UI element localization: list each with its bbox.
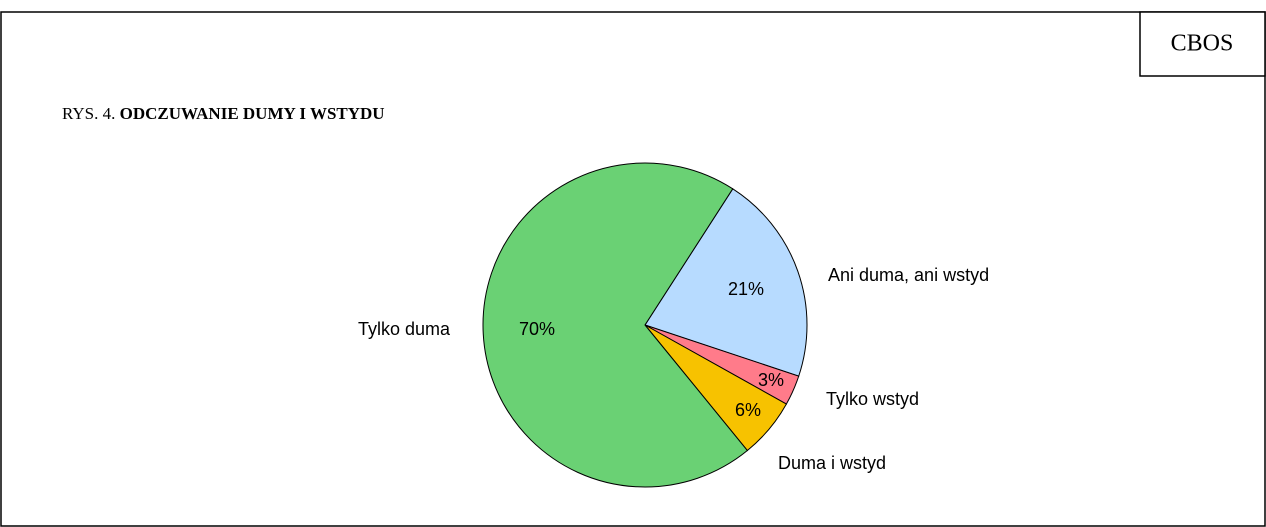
title: ODCZUWANIE DUMY I WSTYDU <box>120 104 385 123</box>
category-label: Tylko duma <box>358 319 451 339</box>
source-box <box>1139 11 1266 77</box>
pie-slice <box>644 188 808 377</box>
data-label: 21% <box>728 279 764 299</box>
data-label: 70% <box>519 319 555 339</box>
chart-title: RYS. 4. ODCZUWANIE DUMY I WSTYDU <box>62 104 385 123</box>
data-label: 3% <box>758 370 784 390</box>
title-prefix: RYS. 4. <box>62 104 115 123</box>
source: CBOS <box>1171 31 1234 57</box>
category-label: Duma i wstyd <box>778 453 886 473</box>
frame <box>0 11 1266 527</box>
category-label: Tylko wstyd <box>826 389 919 409</box>
pie-slice <box>482 162 749 488</box>
data-label: 6% <box>735 400 761 420</box>
category-label: Ani duma, ani wstyd <box>828 265 989 285</box>
